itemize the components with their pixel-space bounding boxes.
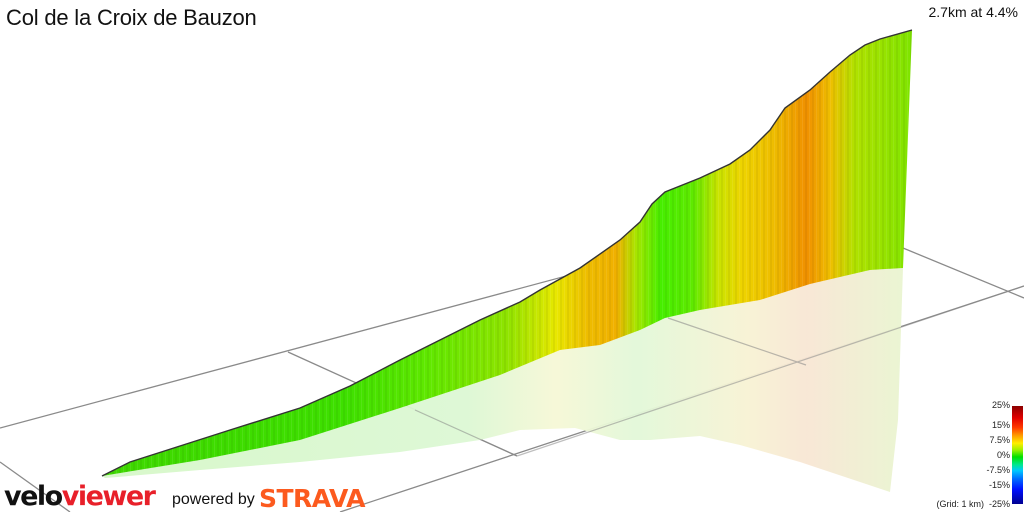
grid-line-back-right	[902, 247, 1024, 299]
profile-outline	[101, 29, 913, 477]
logo-viewer: viewer	[61, 481, 156, 512]
legend-label-0: 0%	[996, 450, 1010, 460]
powered-by-label: powered by	[172, 491, 255, 508]
legend-label-15: 15%	[991, 420, 1010, 430]
profile-shadow	[102, 268, 903, 492]
gradient-color-scale	[1012, 406, 1023, 504]
legend-label-neg-7-5: -7.5%	[986, 465, 1010, 475]
gradient-legend: 25% 15% 7.5% 0% -7.5% -15% -25% (Grid: 1…	[920, 398, 1024, 512]
legend-label-min: -25%	[988, 499, 1010, 509]
legend-label-max: 25%	[991, 400, 1010, 410]
legend-label-neg-15: -15%	[988, 480, 1010, 490]
logo-velo: velo	[4, 481, 63, 512]
grid-line-left-edge	[0, 461, 71, 512]
strava-logo[interactable]: STRAVA	[259, 484, 365, 513]
legend-label-7-5: 7.5%	[989, 435, 1010, 445]
segment-summary: 2.7km at 4.4%	[928, 4, 1019, 20]
segment-title: Col de la Croix de Bauzon	[6, 5, 257, 30]
grid-scale-note: (Grid: 1 km)	[936, 499, 984, 509]
